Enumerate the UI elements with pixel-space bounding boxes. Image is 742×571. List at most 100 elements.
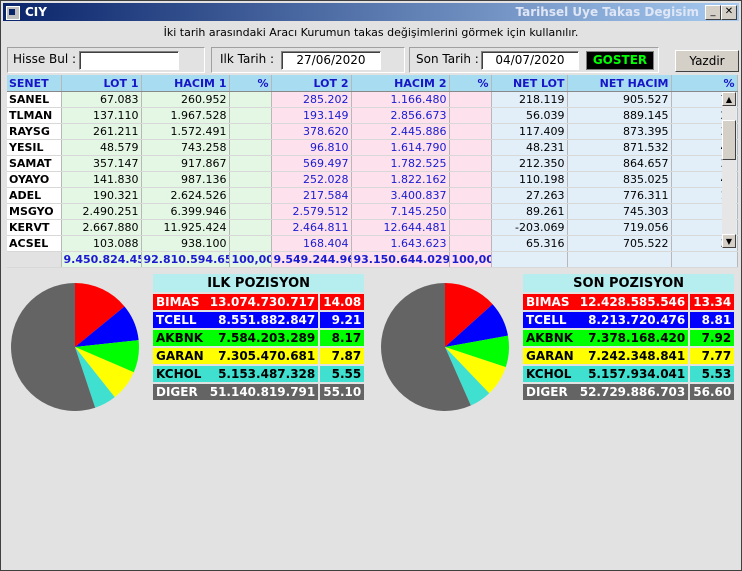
grid-cell[interactable]: 260.952 [141,91,230,108]
grid-cell[interactable]: 76 [671,91,738,108]
grid-cell[interactable]: SAMAT [7,155,62,172]
scroll-down-icon[interactable]: ▼ [722,234,736,248]
goster-button[interactable]: GOSTER [586,51,654,70]
grid-cell[interactable]: 1.572.491 [141,123,230,140]
col-pct3[interactable]: % [671,75,738,92]
grid-cell[interactable]: 705.522 [567,235,672,252]
table-row[interactable]: ACSEL 103.088 938.100 168.404 1.643.623 65.31… [7,235,738,252]
grid-cell[interactable]: 56.039 [491,107,568,124]
grid-cell[interactable]: OYAYO [7,171,62,188]
grid-cell[interactable]: 1.643.623 [351,235,450,252]
table-row[interactable]: ADEL 190.321 2.624.526 217.584 3.400.837 27.2… [7,187,738,204]
grid-cell[interactable]: 3.400.837 [351,187,450,204]
table-row[interactable]: SAMAT 357.147 917.867 569.497 1.782.525 212.3… [7,155,738,172]
grid-cell[interactable]: 871.532 [567,139,672,156]
grid-cell[interactable]: 48.231 [491,139,568,156]
grid-cell[interactable]: 103.088 [61,235,142,252]
grid-cell[interactable]: 261.211 [61,123,142,140]
grid-cell[interactable]: 719.056 [567,219,672,236]
table-row[interactable]: TLMAN 137.110 1.967.528 193.149 2.856.673 56.… [7,107,738,124]
grid-cell[interactable]: 67.083 [61,91,142,108]
title-bar[interactable]: CIY Tarihsel Uye Takas Degisim _ ✕ [3,3,739,21]
grid-cell[interactable] [229,171,272,188]
grid-cell[interactable] [229,235,272,252]
grid-cell[interactable] [449,123,492,140]
grid-cell[interactable]: 1.166.480 [351,91,450,108]
grid-cell[interactable]: 2.624.526 [141,187,230,204]
grid-cell[interactable]: 1.822.162 [351,171,450,188]
grid-cell[interactable]: 117.409 [491,123,568,140]
grid-cell[interactable]: 864.657 [567,155,672,172]
grid-cell[interactable]: 12 [671,187,738,204]
col-net-hacim[interactable]: NET HACIM [567,75,672,92]
grid-cell[interactable]: SANEL [7,91,62,108]
grid-cell[interactable]: 357.147 [61,155,142,172]
table-row[interactable]: RAYSG 261.211 1.572.491 378.620 2.445.886 117… [7,123,738,140]
grid-cell[interactable]: 11.925.424 [141,219,230,236]
search-input[interactable] [79,51,179,70]
table-row[interactable]: SANEL 67.083 260.952 285.202 1.166.480 218.11… [7,91,738,108]
grid-cell[interactable]: 745.303 [567,203,672,220]
grid-cell[interactable]: 835.025 [567,171,672,188]
grid-cell[interactable]: 12.644.481 [351,219,450,236]
grid-cell[interactable]: 2.856.673 [351,107,450,124]
grid-cell[interactable] [449,139,492,156]
grid-cell[interactable]: 285.202 [271,91,352,108]
col-net-lot[interactable]: NET LOT [491,75,568,92]
yazdir-button[interactable]: Yazdir [675,50,739,72]
close-icon[interactable]: ✕ [721,5,737,20]
grid-cell[interactable] [229,139,272,156]
scroll-up-icon[interactable]: ▲ [722,92,736,106]
grid-cell[interactable] [449,155,492,172]
grid-cell[interactable]: 987.136 [141,171,230,188]
grid-cell[interactable] [229,91,272,108]
col-senet[interactable]: SENET [7,75,62,92]
grid-cell[interactable]: 889.145 [567,107,672,124]
grid-cell[interactable] [449,235,492,252]
grid-cell[interactable]: 193.149 [271,107,352,124]
grid-cell[interactable]: 7.145.250 [351,203,450,220]
grid-cell[interactable]: 6.399.946 [141,203,230,220]
end-date-field[interactable]: 04/07/2020 [481,51,579,70]
grid-cell[interactable]: 212.350 [491,155,568,172]
table-row[interactable]: MSGYO 2.490.251 6.399.946 2.579.512 7.145.25… [7,203,738,220]
grid-cell[interactable] [449,107,492,124]
grid-cell[interactable]: 1.782.525 [351,155,450,172]
grid-cell[interactable]: 89.261 [491,203,568,220]
grid-cell[interactable]: MSGYO [7,203,62,220]
col-lot1[interactable]: LOT 1 [61,75,142,92]
grid-cell[interactable]: 137.110 [61,107,142,124]
grid-cell[interactable]: 1.614.790 [351,139,450,156]
grid-cell[interactable]: KERVT [7,219,62,236]
grid-cell[interactable]: 252.028 [271,171,352,188]
grid-cell[interactable]: 2.445.886 [351,123,450,140]
grid-cell[interactable]: 378.620 [271,123,352,140]
start-date-field[interactable]: 27/06/2020 [281,51,381,70]
grid-cell[interactable] [449,219,492,236]
grid-cell[interactable] [229,187,272,204]
grid-cell[interactable]: 27.263 [491,187,568,204]
grid-cell[interactable]: YESIL [7,139,62,156]
grid-cell[interactable] [229,219,272,236]
grid-cell[interactable] [229,123,272,140]
table-row[interactable]: KERVT 2.667.880 11.925.424 2.464.811 12.644.… [7,219,738,236]
grid-cell[interactable]: 110.198 [491,171,568,188]
col-pct2[interactable]: % [449,75,492,92]
grid-cell[interactable] [229,155,272,172]
col-pct1[interactable]: % [229,75,272,92]
grid-cell[interactable]: 218.119 [491,91,568,108]
grid-cell[interactable] [449,171,492,188]
grid-cell[interactable]: 1.967.528 [141,107,230,124]
col-lot2[interactable]: LOT 2 [271,75,352,92]
grid-cell[interactable]: 2.464.811 [271,219,352,236]
grid-cell[interactable]: ADEL [7,187,62,204]
grid-cell[interactable]: ACSEL [7,235,62,252]
minimize-icon[interactable]: _ [705,5,721,20]
grid-cell[interactable]: 917.867 [141,155,230,172]
grid-cell[interactable]: 217.584 [271,187,352,204]
grid-cell[interactable]: 37 [671,155,738,172]
grid-cell[interactable]: 3 [671,203,738,220]
table-row[interactable]: YESIL 48.579 743.258 96.810 1.614.790 48.231 8… [7,139,738,156]
grid-scrollbar[interactable]: ▲ ▼ [722,92,736,248]
grid-cell[interactable]: TLMAN [7,107,62,124]
